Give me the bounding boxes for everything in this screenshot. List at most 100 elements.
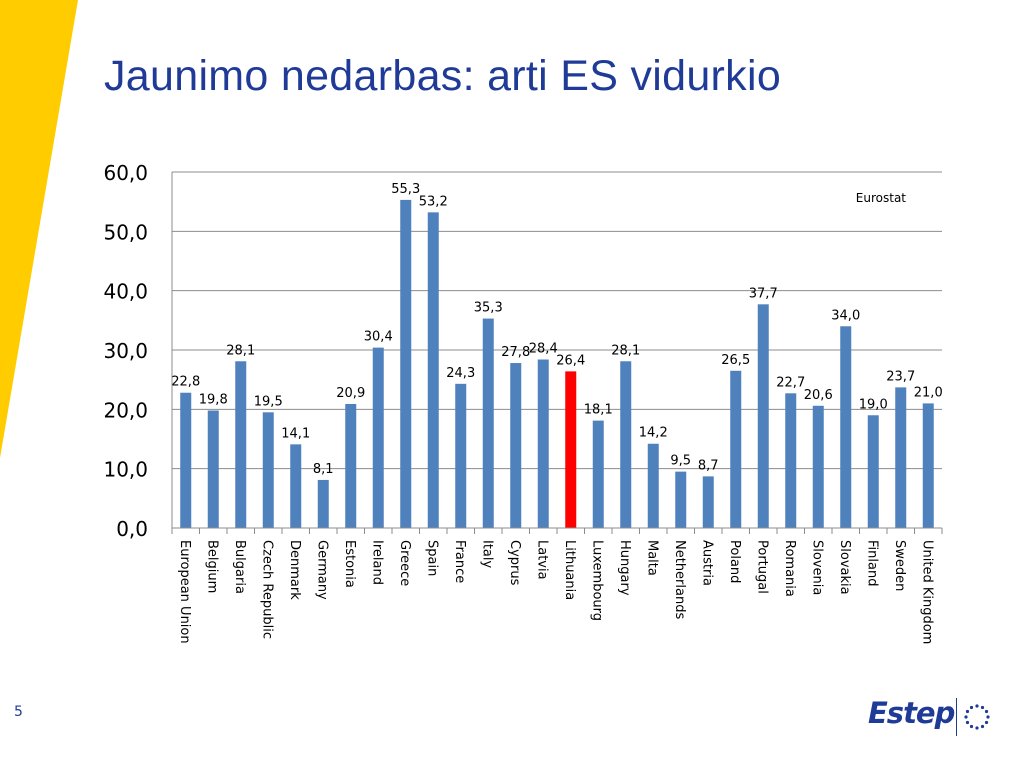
bar	[592, 420, 604, 528]
category-label: European Union	[177, 540, 192, 644]
value-label: 53,2	[419, 194, 448, 209]
category-label: Romania	[782, 540, 797, 597]
bar	[702, 476, 714, 528]
category-label: Slovakia	[837, 540, 852, 595]
bar	[730, 370, 742, 528]
value-label: 28,1	[611, 343, 640, 358]
value-label: 19,8	[199, 393, 228, 408]
estep-logo: Estep	[868, 696, 996, 738]
category-label: Malta	[644, 540, 659, 576]
bar	[207, 410, 219, 528]
bar	[840, 326, 852, 528]
bar	[510, 363, 522, 528]
star-dot	[965, 709, 970, 714]
bar	[290, 444, 302, 528]
category-label: Hungary	[617, 540, 632, 596]
eu-stars-icon	[964, 704, 990, 730]
bar	[867, 415, 879, 528]
value-label: 19,5	[254, 394, 283, 409]
star-dot	[980, 724, 985, 729]
y-tick-label: 20,0	[103, 398, 148, 422]
category-label: United Kingdom	[919, 540, 934, 644]
bars	[180, 199, 934, 529]
y-tick-label: 50,0	[103, 220, 148, 244]
bar	[372, 347, 384, 528]
y-tick-label: 40,0	[103, 280, 148, 304]
logo-text: Estep	[868, 696, 955, 730]
bar	[262, 412, 274, 528]
value-label: 8,7	[698, 458, 719, 473]
value-label: 26,4	[556, 353, 585, 368]
slide-title: Jaunimo nedarbas: arti ES vidurkio	[104, 52, 782, 100]
category-label: Spain	[424, 540, 439, 576]
bar	[757, 304, 769, 528]
value-label: 35,3	[474, 301, 503, 316]
bar	[455, 383, 467, 528]
value-label: 28,1	[226, 343, 255, 358]
category-label: Ireland	[369, 540, 384, 585]
value-label: 30,4	[364, 330, 393, 345]
accent-stripe	[0, 0, 78, 458]
category-label: Slovenia	[809, 540, 824, 595]
value-labels: 22,8 19,8 28,1 19,5 14,1 8,1 20,9 30,4 55,353,2 2…	[171, 182, 942, 477]
y-tick-label: 30,0	[103, 339, 148, 363]
source-annotation: Eurostat	[856, 191, 907, 205]
star-dot	[969, 724, 974, 729]
value-label: 22,7	[776, 375, 805, 390]
y-tick-label: 0,0	[116, 517, 148, 541]
category-label: Portugal	[754, 540, 769, 594]
bar	[922, 403, 934, 528]
value-label: 23,7	[886, 369, 915, 384]
category-label: Belgium	[204, 540, 219, 593]
value-label: 24,3	[446, 366, 475, 381]
bar	[895, 387, 907, 528]
y-axis-tick-labels: 0,0 10,0 20,0 30,0 40,0 50,0 60,0	[103, 161, 148, 541]
star-dot	[980, 705, 985, 710]
star-dot	[975, 726, 979, 730]
value-label: 8,1	[313, 462, 334, 477]
category-label: Estonia	[342, 540, 357, 588]
category-label: Greece	[397, 540, 412, 586]
bar	[812, 405, 824, 528]
bar	[427, 212, 439, 528]
star-dot	[964, 715, 968, 719]
bar	[675, 471, 687, 528]
value-label: 20,9	[336, 386, 365, 401]
bar	[482, 318, 494, 528]
bar	[537, 359, 549, 528]
value-label: 28,4	[529, 341, 558, 356]
category-label: Denmark	[287, 540, 302, 600]
page-number: 5	[14, 704, 23, 720]
bar	[235, 361, 247, 528]
accent-stripe-shape	[0, 0, 78, 458]
category-labels: European Union Belgium Bulgaria Czech Repub…	[177, 540, 935, 644]
value-label: 20,6	[804, 388, 833, 403]
bar	[345, 403, 357, 528]
value-label: 55,3	[391, 182, 420, 197]
star-dot	[984, 709, 989, 714]
category-label: Netherlands	[672, 540, 687, 619]
star-dot	[965, 720, 970, 725]
category-label: France	[452, 540, 467, 583]
category-label: Poland	[727, 540, 742, 583]
value-label: 22,8	[171, 375, 200, 390]
value-label: 9,5	[670, 454, 691, 469]
bar	[180, 392, 192, 528]
category-label: Cyprus	[507, 540, 522, 586]
category-label: Lithuania	[562, 540, 577, 600]
star-dot	[986, 715, 990, 719]
category-label: Germany	[314, 540, 329, 600]
value-label: 26,5	[721, 353, 750, 368]
category-label: Latvia	[534, 540, 549, 580]
value-label: 21,0	[914, 385, 943, 400]
category-label: Italy	[479, 540, 494, 569]
bar	[647, 443, 659, 528]
logo-divider	[956, 698, 957, 736]
bar	[565, 371, 577, 528]
y-tick-label: 10,0	[103, 458, 148, 482]
value-label: 27,8	[501, 345, 530, 360]
value-label: 14,2	[639, 426, 668, 441]
category-label: Sweden	[892, 540, 907, 591]
axes	[171, 172, 943, 534]
star-dot	[975, 704, 979, 708]
